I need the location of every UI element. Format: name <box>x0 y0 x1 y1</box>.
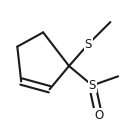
Text: O: O <box>94 109 103 122</box>
Text: S: S <box>85 37 92 51</box>
Text: S: S <box>89 79 96 92</box>
